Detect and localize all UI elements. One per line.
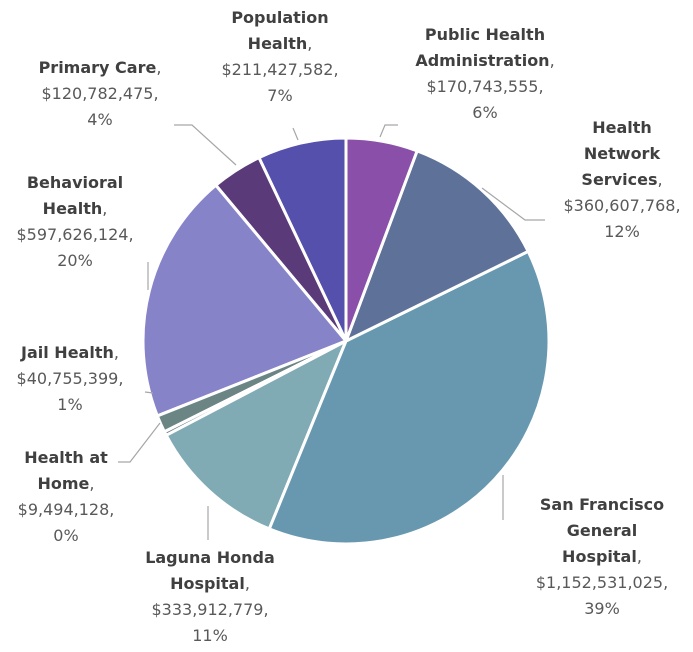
separator: , (244, 574, 250, 593)
value-label: $9,494,128 (17, 500, 110, 519)
label-name: Health Network Services, (572, 115, 672, 193)
separator: , (128, 225, 134, 244)
label-name: Laguna Honda Hospital, (140, 545, 280, 597)
label-value: $170,743,555, (400, 74, 570, 100)
label-value: $211,427,582, (220, 57, 340, 83)
value-label: $40,755,399 (16, 369, 119, 388)
category-name: Health Network Services (581, 118, 661, 189)
pie-slice (267, 249, 551, 546)
data-label: Jail Health, $40,755,399, 1% (0, 340, 140, 418)
leader-line (292, 127, 299, 141)
data-label: Laguna Honda Hospital, $333,912,779, 11% (140, 545, 280, 649)
leader-line (174, 124, 237, 166)
percent-label: 6% (472, 103, 498, 122)
leader-line (118, 422, 161, 463)
label-name: Health at Home, (21, 445, 111, 497)
label-value: $333,912,779, (140, 597, 280, 623)
separator: , (307, 34, 313, 53)
percent-label: 7% (267, 86, 293, 105)
data-label: Population Health, $211,427,582, 7% (220, 5, 340, 109)
data-label: Behavioral Health, $597,626,124, 20% (16, 170, 133, 274)
data-label: Health Network Services, $360,607,768, 12% (563, 115, 680, 245)
category-name: Health at Home (24, 448, 108, 493)
percent-label: 1% (57, 395, 83, 414)
percent-label: 20% (57, 251, 93, 270)
leader-line (481, 187, 545, 221)
value-label: $597,626,124 (16, 225, 129, 244)
value-label: $211,427,582 (221, 60, 334, 79)
percent-label: 11% (192, 626, 228, 645)
separator: , (663, 573, 669, 592)
pie-slice (344, 136, 419, 343)
label-name: Behavioral Health, (20, 170, 130, 222)
separator: , (109, 500, 115, 519)
category-name: Laguna Honda Hospital (145, 548, 275, 593)
label-value: $40,755,399, (0, 366, 140, 392)
value-label: $360,607,768 (563, 196, 676, 215)
data-label: Primary Care, $120,782,475, 4% (15, 55, 185, 133)
leader-line (379, 124, 398, 138)
data-label: San Francisco General Hospital, $1,152,53… (536, 492, 668, 622)
label-value: $120,782,475, (15, 81, 185, 107)
pie-slice (164, 339, 348, 531)
category-name: Population Health (231, 8, 329, 53)
category-name: San Francisco General Hospital (539, 495, 665, 566)
category-name: Behavioral Health (26, 173, 124, 218)
value-label: $120,782,475 (41, 84, 154, 103)
label-name: Public Health Administration, (400, 22, 570, 74)
separator: , (263, 600, 269, 619)
data-label: Public Health Administration, $170,743,55… (400, 22, 570, 126)
separator: , (675, 196, 681, 215)
category-name: Public Health Administration (415, 25, 550, 70)
percent-label: 12% (604, 222, 640, 241)
value-label: $1,152,531,025 (535, 573, 664, 592)
separator: , (636, 547, 642, 566)
leader-lines (118, 124, 545, 540)
separator: , (102, 199, 108, 218)
label-value: $360,607,768, (563, 193, 680, 219)
separator: , (549, 51, 555, 70)
category-name: Jail Health (21, 343, 114, 362)
label-name: Primary Care, (15, 55, 185, 81)
label-value: $9,494,128, (18, 497, 115, 523)
pie-slice (344, 149, 530, 343)
label-value: $597,626,124, (16, 222, 133, 248)
data-label: Health at Home, $9,494,128, 0% (18, 445, 115, 549)
label-name: Population Health, (220, 5, 340, 57)
percent-label: 0% (53, 526, 79, 545)
label-value: $1,152,531,025, (536, 570, 668, 596)
separator: , (89, 474, 95, 493)
separator: , (118, 369, 124, 388)
percent-label: 39% (584, 599, 620, 618)
value-label: $170,743,555 (426, 77, 539, 96)
label-name: San Francisco General Hospital, (537, 492, 667, 570)
separator: , (657, 170, 663, 189)
separator: , (156, 58, 162, 77)
leader-line (144, 391, 154, 394)
separator: , (333, 60, 339, 79)
pie-slice (141, 183, 348, 418)
separator: , (153, 84, 159, 103)
label-name: Jail Health, (0, 340, 140, 366)
separator: , (538, 77, 544, 96)
separator: , (113, 343, 119, 362)
category-name: Primary Care (38, 58, 157, 77)
value-label: $333,912,779 (151, 600, 264, 619)
percent-label: 4% (87, 110, 113, 129)
